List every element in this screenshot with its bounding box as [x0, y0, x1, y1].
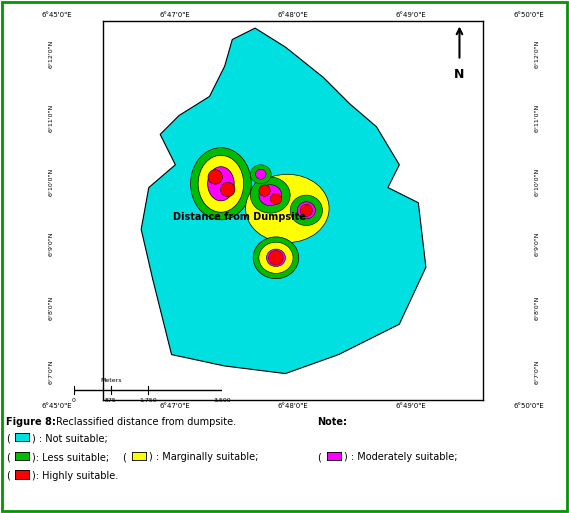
Text: Figure 8:: Figure 8:	[6, 417, 56, 426]
Text: 6°49'0"E: 6°49'0"E	[395, 12, 427, 18]
Text: 6°11'0"N: 6°11'0"N	[535, 104, 540, 132]
Text: 3,500: 3,500	[213, 398, 230, 403]
Text: 6°47'0"E: 6°47'0"E	[159, 403, 191, 409]
Text: 6°12'0"N: 6°12'0"N	[49, 40, 54, 68]
Text: 6°50'0"E: 6°50'0"E	[514, 403, 545, 409]
Ellipse shape	[297, 202, 315, 219]
Text: (: (	[6, 452, 10, 462]
Circle shape	[221, 182, 235, 196]
Text: (: (	[6, 433, 10, 443]
Ellipse shape	[290, 195, 323, 226]
Text: ) : Marginally suitable;: ) : Marginally suitable;	[149, 452, 258, 462]
Text: 875: 875	[105, 398, 117, 403]
Text: 6°47'0"E: 6°47'0"E	[159, 12, 191, 18]
Polygon shape	[141, 28, 426, 373]
Text: (: (	[6, 471, 10, 481]
Text: 6°48'0"E: 6°48'0"E	[278, 12, 308, 18]
Ellipse shape	[266, 249, 286, 267]
Text: Distance from Dumpsite: Distance from Dumpsite	[174, 212, 306, 222]
Text: N: N	[454, 68, 465, 81]
Text: Reclassified distance from dumpsite.: Reclassified distance from dumpsite.	[56, 417, 237, 426]
Text: 6°11'0"N: 6°11'0"N	[49, 104, 54, 132]
Text: 6°9'0"N: 6°9'0"N	[535, 231, 540, 256]
Text: Note:: Note:	[318, 417, 348, 426]
Text: 6°45'0"E: 6°45'0"E	[42, 12, 72, 18]
Text: 6°8'0"N: 6°8'0"N	[49, 295, 54, 320]
Circle shape	[270, 193, 282, 205]
Ellipse shape	[198, 155, 244, 212]
Ellipse shape	[191, 148, 251, 220]
Circle shape	[259, 185, 270, 196]
Text: Meters: Meters	[100, 378, 122, 383]
Ellipse shape	[250, 165, 271, 184]
Text: (: (	[122, 452, 126, 462]
Text: ) : Not suitable;: ) : Not suitable;	[32, 433, 108, 443]
Ellipse shape	[250, 177, 290, 213]
Ellipse shape	[259, 185, 282, 206]
Ellipse shape	[246, 174, 329, 243]
Text: 6°7'0"N: 6°7'0"N	[535, 360, 540, 384]
Circle shape	[208, 170, 222, 184]
Ellipse shape	[255, 169, 266, 179]
Text: 6°10'0"N: 6°10'0"N	[49, 168, 54, 196]
Text: 6°9'0"N: 6°9'0"N	[49, 231, 54, 256]
Text: 6°10'0"N: 6°10'0"N	[535, 168, 540, 196]
Text: 6°12'0"N: 6°12'0"N	[535, 40, 540, 68]
Circle shape	[300, 204, 312, 216]
Text: 6°49'0"E: 6°49'0"E	[395, 403, 427, 409]
Text: ) : Moderately suitable;: ) : Moderately suitable;	[344, 452, 457, 462]
Text: 6°7'0"N: 6°7'0"N	[49, 360, 54, 384]
Text: 0: 0	[72, 398, 76, 403]
Text: 1,750: 1,750	[139, 398, 156, 403]
Text: (: (	[318, 452, 321, 462]
Text: 6°48'0"E: 6°48'0"E	[278, 403, 308, 409]
Text: 6°50'0"E: 6°50'0"E	[514, 12, 545, 18]
Ellipse shape	[208, 167, 234, 201]
Text: 6°45'0"E: 6°45'0"E	[42, 403, 72, 409]
Ellipse shape	[259, 242, 293, 273]
Text: ): Highly suitable.: ): Highly suitable.	[32, 471, 118, 481]
Text: ): Less suitable;: ): Less suitable;	[32, 452, 109, 462]
Ellipse shape	[253, 237, 299, 279]
Text: 6°8'0"N: 6°8'0"N	[535, 295, 540, 320]
Circle shape	[269, 250, 283, 265]
